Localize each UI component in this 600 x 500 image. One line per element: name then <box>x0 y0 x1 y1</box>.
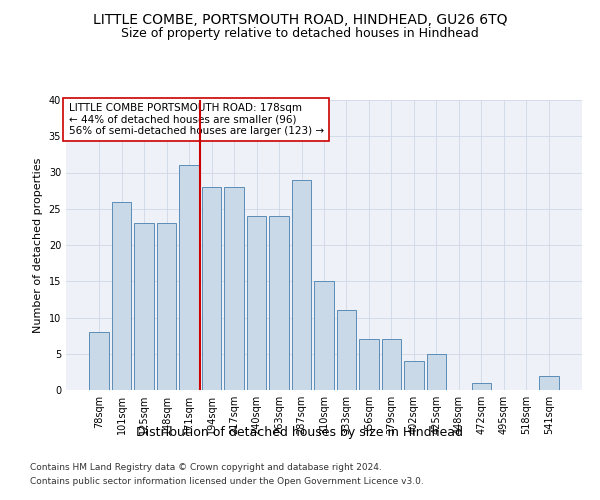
Text: Distribution of detached houses by size in Hindhead: Distribution of detached houses by size … <box>137 426 464 439</box>
Y-axis label: Number of detached properties: Number of detached properties <box>33 158 43 332</box>
Bar <box>404 361 424 390</box>
Bar <box>247 216 266 390</box>
Bar <box>359 339 379 390</box>
Bar <box>112 202 131 390</box>
Bar <box>314 281 334 390</box>
Bar <box>269 216 289 390</box>
Bar <box>427 354 446 390</box>
Text: Contains HM Land Registry data © Crown copyright and database right 2024.: Contains HM Land Registry data © Crown c… <box>30 464 382 472</box>
Bar <box>179 165 199 390</box>
Bar <box>337 310 356 390</box>
Bar <box>472 383 491 390</box>
Bar <box>157 223 176 390</box>
Bar <box>134 223 154 390</box>
Bar <box>224 187 244 390</box>
Bar <box>89 332 109 390</box>
Text: Contains public sector information licensed under the Open Government Licence v3: Contains public sector information licen… <box>30 477 424 486</box>
Bar <box>202 187 221 390</box>
Text: LITTLE COMBE PORTSMOUTH ROAD: 178sqm
← 44% of detached houses are smaller (96)
5: LITTLE COMBE PORTSMOUTH ROAD: 178sqm ← 4… <box>68 103 324 136</box>
Text: Size of property relative to detached houses in Hindhead: Size of property relative to detached ho… <box>121 28 479 40</box>
Bar <box>292 180 311 390</box>
Text: LITTLE COMBE, PORTSMOUTH ROAD, HINDHEAD, GU26 6TQ: LITTLE COMBE, PORTSMOUTH ROAD, HINDHEAD,… <box>93 12 507 26</box>
Bar <box>382 339 401 390</box>
Bar <box>539 376 559 390</box>
